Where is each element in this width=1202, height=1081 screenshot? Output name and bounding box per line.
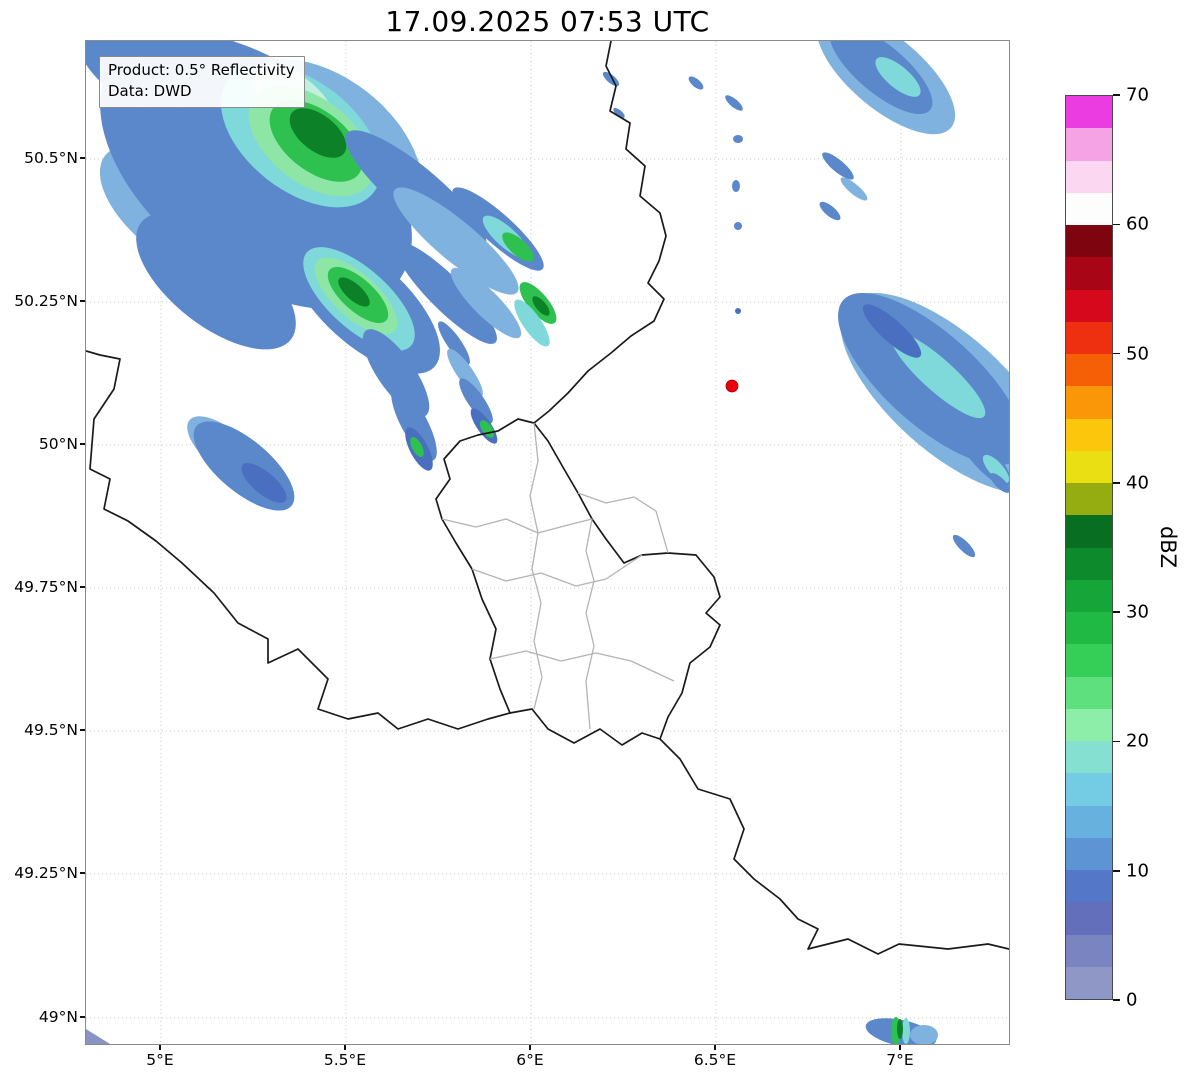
colorbar-tick xyxy=(1113,482,1120,484)
colorbar-segment xyxy=(1066,773,1112,806)
colorbar-tick xyxy=(1113,870,1120,872)
colorbar-tick-label: 20 xyxy=(1126,730,1149,752)
colorbar-tick-label: 60 xyxy=(1126,213,1149,235)
figure-title: 17.09.2025 07:53 UTC xyxy=(385,5,710,38)
x-axis-tick-label: 6.5°E xyxy=(693,1051,737,1069)
radar-echoes xyxy=(86,41,1009,1044)
product-info-line: Product: 0.5° Reflectivity xyxy=(108,61,295,79)
echo-cluster-west xyxy=(187,416,295,511)
x-axis-tick-label: 5.5°E xyxy=(323,1051,367,1069)
y-axis-tick xyxy=(80,1016,85,1018)
colorbar-tick xyxy=(1113,223,1120,226)
colorbar-segment xyxy=(1066,483,1112,516)
colorbar-segment xyxy=(1066,225,1112,258)
colorbar-segment xyxy=(1066,579,1112,612)
colorbar-segment xyxy=(1066,289,1112,322)
product-info-box: Product: 0.5° Reflectivity Data: DWD xyxy=(99,56,305,108)
colorbar-axis-label: dBZ xyxy=(1156,525,1180,569)
echo-cluster-east xyxy=(838,292,1009,558)
x-axis-tick xyxy=(159,1045,161,1050)
colorbar-segment xyxy=(1066,870,1112,903)
colorbar-tick-label: 10 xyxy=(1126,860,1149,882)
x-axis-tick xyxy=(899,1045,901,1050)
colorbar-segment xyxy=(1066,708,1112,741)
colorbar-tick xyxy=(1113,999,1120,1001)
x-axis-tick-label: 7°E xyxy=(886,1051,914,1069)
colorbar-segment xyxy=(1066,321,1112,354)
colorbar-segment xyxy=(1066,644,1112,677)
country-borders xyxy=(86,41,1009,955)
colorbar-segment xyxy=(1066,547,1112,580)
y-axis-tick xyxy=(80,586,85,588)
radar-map-canvas xyxy=(86,41,1009,1044)
map-plot-area: Product: 0.5° Reflectivity Data: DWD xyxy=(85,40,1010,1045)
x-axis-tick-label: 6°E xyxy=(516,1051,544,1069)
colorbar-segment xyxy=(1066,612,1112,645)
colorbar-segment xyxy=(1066,902,1112,935)
colorbar-segment xyxy=(1066,386,1112,419)
colorbar-tick-label: 0 xyxy=(1126,989,1138,1011)
reflectivity-colorbar xyxy=(1065,95,1113,1000)
y-axis-tick xyxy=(80,729,85,731)
colorbar-segment xyxy=(1066,741,1112,774)
y-axis-tick-label: 49.25°N xyxy=(14,864,78,882)
y-axis-tick xyxy=(80,443,85,445)
y-axis-tick-label: 50.5°N xyxy=(24,149,78,167)
canton-borders xyxy=(441,422,675,730)
x-axis-tick-label: 5°E xyxy=(146,1051,174,1069)
y-axis-tick xyxy=(80,157,85,159)
colorbar-tick-label: 50 xyxy=(1126,343,1149,365)
x-axis-tick xyxy=(344,1045,346,1050)
colorbar-tick-label: 30 xyxy=(1126,601,1149,623)
colorbar-segment xyxy=(1066,192,1112,225)
colorbar-tick-label: 70 xyxy=(1126,84,1149,106)
y-axis-tick-label: 49.5°N xyxy=(24,721,78,739)
y-axis-tick xyxy=(80,300,85,302)
colorbar-segment xyxy=(1066,515,1112,548)
colorbar-segment xyxy=(1066,96,1112,129)
colorbar-tick-label: 40 xyxy=(1126,472,1149,494)
echo-specks-north xyxy=(602,71,743,314)
data-source-line: Data: DWD xyxy=(108,82,192,100)
colorbar-segment xyxy=(1066,418,1112,451)
radar-site-marker xyxy=(725,379,739,393)
colorbar-tick xyxy=(1113,611,1120,613)
colorbar-segment xyxy=(1066,966,1112,999)
colorbar-tick xyxy=(1113,740,1120,743)
echo-cluster-center xyxy=(438,321,498,444)
y-axis-tick-label: 50.25°N xyxy=(14,292,78,310)
colorbar-tick xyxy=(1113,94,1120,96)
colorbar-segment xyxy=(1066,128,1112,161)
colorbar-segment xyxy=(1066,257,1112,290)
colorbar-segment xyxy=(1066,837,1112,870)
colorbar-segment xyxy=(1066,934,1112,967)
border-belgium-france xyxy=(86,350,511,730)
colorbar-segment xyxy=(1066,676,1112,709)
x-axis-tick xyxy=(529,1045,531,1050)
colorbar-segment xyxy=(1066,805,1112,838)
colorbar-segment xyxy=(1066,354,1112,387)
y-axis-tick xyxy=(80,872,85,874)
x-axis-tick xyxy=(714,1045,716,1050)
echo-cluster-northeast xyxy=(816,41,956,221)
y-axis-tick-label: 50°N xyxy=(38,435,78,453)
colorbar-tick xyxy=(1113,352,1120,355)
colorbar-segment xyxy=(1066,450,1112,483)
colorbar-segment xyxy=(1066,160,1112,193)
echo-cluster-south xyxy=(86,1017,938,1044)
border-germany-france xyxy=(659,738,1009,955)
border-luxembourg xyxy=(435,418,721,746)
border-germany-belgium xyxy=(533,41,667,424)
y-axis-tick-label: 49°N xyxy=(38,1008,78,1026)
y-axis-tick-label: 49.75°N xyxy=(14,578,78,596)
